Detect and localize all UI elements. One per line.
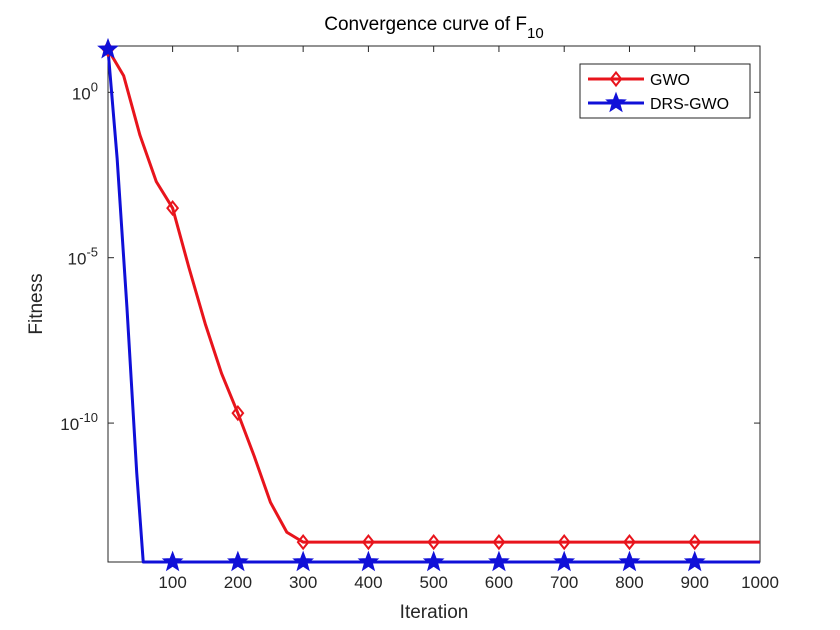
gwo-diamond-marker [557,534,571,551]
gwo-line [106,48,760,544]
gwo-diamond-marker [361,534,375,551]
y-tick-label: 10-5 [68,245,98,269]
drs-gwo-star-marker [292,550,315,572]
gwo-diamond-marker [622,534,636,551]
x-tick-label: 800 [615,573,643,592]
drs-gwo-line [106,49,760,564]
drs-gwo-star-marker [227,550,249,572]
drs-gwo-star-marker [605,91,627,113]
chart-title-subscript: 10 [527,25,544,42]
x-tick-label: 500 [419,573,447,592]
x-tick-label: 300 [289,573,317,592]
x-tick-label: 1000 [741,573,779,592]
x-tick-label: 200 [224,573,252,592]
drs-gwo-star-marker [618,550,641,572]
gwo-diamond-marker [231,405,245,422]
legend-label: GWO [650,72,690,89]
drs-gwo-star-marker [488,550,510,572]
gwo-diamond-marker [492,534,506,551]
plot-area: 100 200 300 400 500 600 700 800 900 1000 100 10-5 10… [60,37,779,592]
x-tick-label: 100 [158,573,186,592]
gwo-diamond-marker [688,534,702,551]
legend-label: DRS-GWO [650,96,729,113]
x-tick-label: 900 [681,573,709,592]
y-tick-label: 100 [72,79,98,103]
drs-gwo-star-marker [422,550,445,572]
chart-title-main: Convergence curve of F [324,14,527,35]
drs-gwo-star-marker [683,550,706,572]
y-tick-label: 10-10 [60,410,98,434]
x-tick-label: 700 [550,573,578,592]
x-tick-label: 400 [354,573,382,592]
x-tick-label: 600 [485,573,513,592]
gwo-diamond-marker [427,534,441,551]
drs-gwo-star-marker [357,550,380,572]
chart-title: Convergence curve of F10 [324,14,543,42]
gwo-diamond-marker [166,199,180,217]
gwo-diamond-marker [609,70,623,88]
y-axis-label: Fitness [26,273,47,334]
drs-gwo-star-marker [161,550,184,572]
x-axis-label: Iteration [400,602,469,623]
legend-box [579,63,751,119]
drs-gwo-star-marker [553,550,576,572]
drs-gwo-star-marker [97,37,119,59]
axes-box [107,45,761,563]
gwo-diamond-marker [296,534,310,551]
